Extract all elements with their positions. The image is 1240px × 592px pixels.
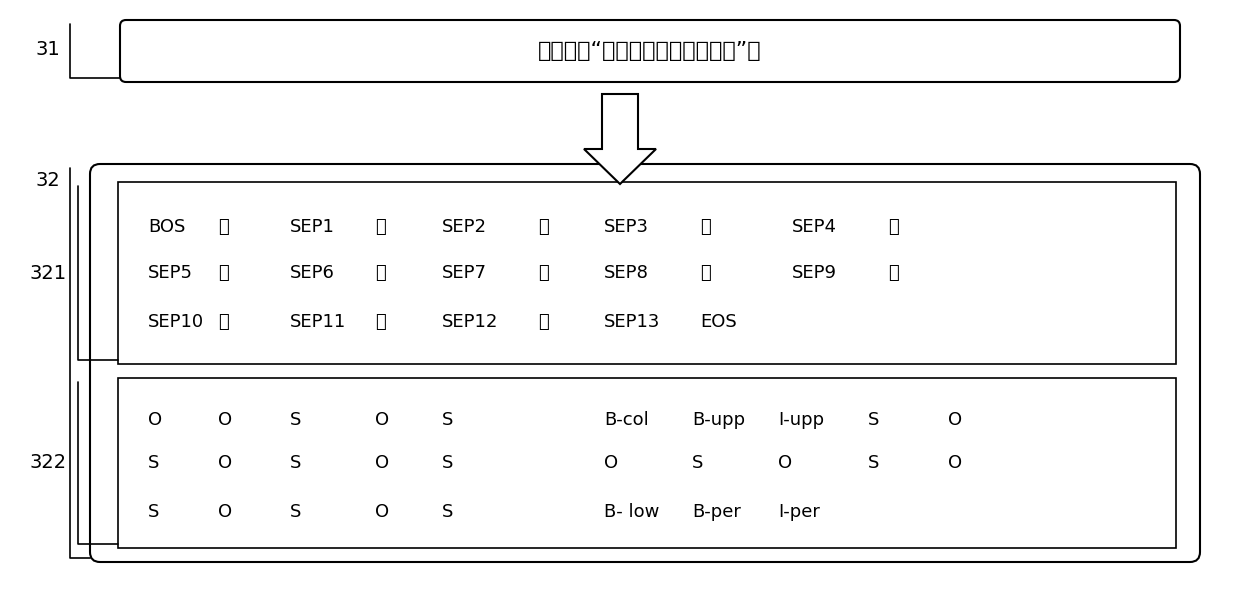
Text: 说: 说 [538, 218, 549, 236]
Text: O: O [218, 454, 232, 472]
Text: B-upp: B-upp [692, 411, 745, 429]
Text: B-col: B-col [604, 411, 649, 429]
Text: S: S [290, 454, 301, 472]
Text: O: O [374, 454, 389, 472]
Text: 本: 本 [218, 313, 228, 331]
Text: S: S [868, 454, 879, 472]
Text: 321: 321 [30, 263, 67, 282]
Text: SEP13: SEP13 [604, 313, 661, 331]
Text: O: O [148, 411, 162, 429]
Text: 导: 导 [374, 218, 386, 236]
Text: SEP7: SEP7 [441, 264, 487, 282]
Text: SEP8: SEP8 [604, 264, 649, 282]
Text: B- low: B- low [604, 503, 660, 521]
Text: S: S [441, 454, 454, 472]
Text: SEP6: SEP6 [290, 264, 335, 282]
Text: 322: 322 [30, 453, 67, 472]
Text: 目: 目 [374, 313, 386, 331]
Text: S: S [441, 411, 454, 429]
Text: EOS: EOS [701, 313, 737, 331]
Text: S: S [441, 503, 454, 521]
Text: 才: 才 [538, 264, 549, 282]
Text: SEP2: SEP2 [441, 218, 487, 236]
Text: SEP12: SEP12 [441, 313, 498, 331]
Text: S: S [148, 454, 160, 472]
Text: I-upp: I-upp [777, 411, 825, 429]
Bar [118, 378, 1176, 548]
Polygon shape [584, 94, 656, 184]
Text: SEP10: SEP10 [148, 313, 205, 331]
Text: S: S [692, 454, 703, 472]
Text: O: O [949, 454, 962, 472]
Text: SEP1: SEP1 [290, 218, 335, 236]
Text: SEP11: SEP11 [290, 313, 346, 331]
Text: 盈: 盈 [218, 264, 228, 282]
Bar [118, 182, 1176, 364]
Text: S: S [290, 411, 301, 429]
Text: O: O [218, 503, 232, 521]
Text: SEP4: SEP4 [792, 218, 837, 236]
Text: 领导说：“实现盈利才是根本目标”。: 领导说：“实现盈利才是根本目标”。 [538, 41, 761, 61]
Text: O: O [777, 454, 792, 472]
Text: 实: 实 [701, 218, 711, 236]
Text: O: O [218, 411, 232, 429]
Text: O: O [604, 454, 618, 472]
Text: 是: 是 [701, 264, 711, 282]
Text: 31: 31 [36, 40, 61, 59]
Text: 标: 标 [538, 313, 549, 331]
Text: O: O [374, 411, 389, 429]
Text: S: S [290, 503, 301, 521]
Text: O: O [949, 411, 962, 429]
Text: B-per: B-per [692, 503, 740, 521]
Text: SEP5: SEP5 [148, 264, 193, 282]
Text: S: S [148, 503, 160, 521]
Text: 领: 领 [218, 218, 228, 236]
Text: I-per: I-per [777, 503, 820, 521]
Text: 现: 现 [888, 218, 899, 236]
Text: 利: 利 [374, 264, 386, 282]
Text: BOS: BOS [148, 218, 185, 236]
Text: 32: 32 [36, 170, 61, 189]
Text: SEP9: SEP9 [792, 264, 837, 282]
Text: SEP3: SEP3 [604, 218, 649, 236]
Text: O: O [374, 503, 389, 521]
Text: 根: 根 [888, 264, 899, 282]
Text: S: S [868, 411, 879, 429]
